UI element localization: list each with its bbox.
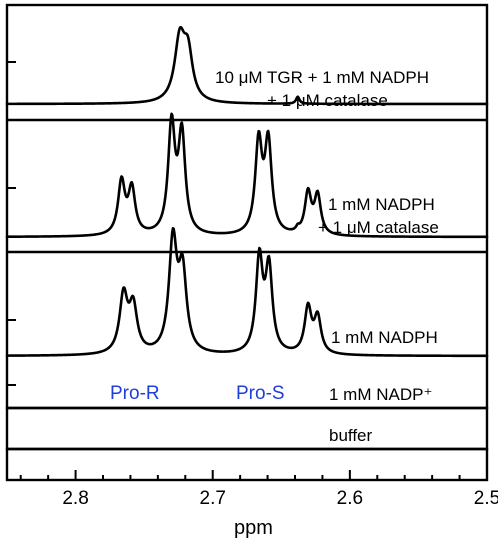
spectrum-label-nadph-catalase-line2: + 1 μM catalase <box>318 218 439 237</box>
x-tick-label-3: 2.5 <box>474 488 498 509</box>
x-tick-label-0: 2.8 <box>62 488 88 509</box>
plot-frame <box>5 3 489 482</box>
spectrum-trace-0 <box>5 25 489 106</box>
panel-separators <box>7 118 487 451</box>
x-tick-label-2: 2.6 <box>337 488 363 509</box>
spectrum-label-buffer: buffer <box>329 426 373 445</box>
spectrum-label-nadp: 1 mM NADP⁺ <box>329 385 432 404</box>
y-ticks <box>7 61 16 386</box>
x-axis-title: ppm <box>234 517 273 539</box>
spectrum-label-tgr-line1: 10 μM TGR + 1 mM NADPH <box>215 68 429 87</box>
x-tick-label-1: 2.7 <box>200 488 226 509</box>
spectrum-label-nadph-catalase-line1: 1 mM NADPH <box>328 195 435 214</box>
annotation-pro-s: Pro-S <box>236 383 285 404</box>
spectrum-trace-2 <box>5 227 489 358</box>
annotation-pro-r: Pro-R <box>110 383 160 404</box>
x-axis: 2.8 2.7 2.6 2.5 <box>19 470 498 509</box>
spectrum-label-nadph: 1 mM NADPH <box>331 328 438 347</box>
spectrum-trace-1 <box>5 112 489 239</box>
spectrum-label-tgr-line2: + 1 μM catalase <box>267 91 388 110</box>
